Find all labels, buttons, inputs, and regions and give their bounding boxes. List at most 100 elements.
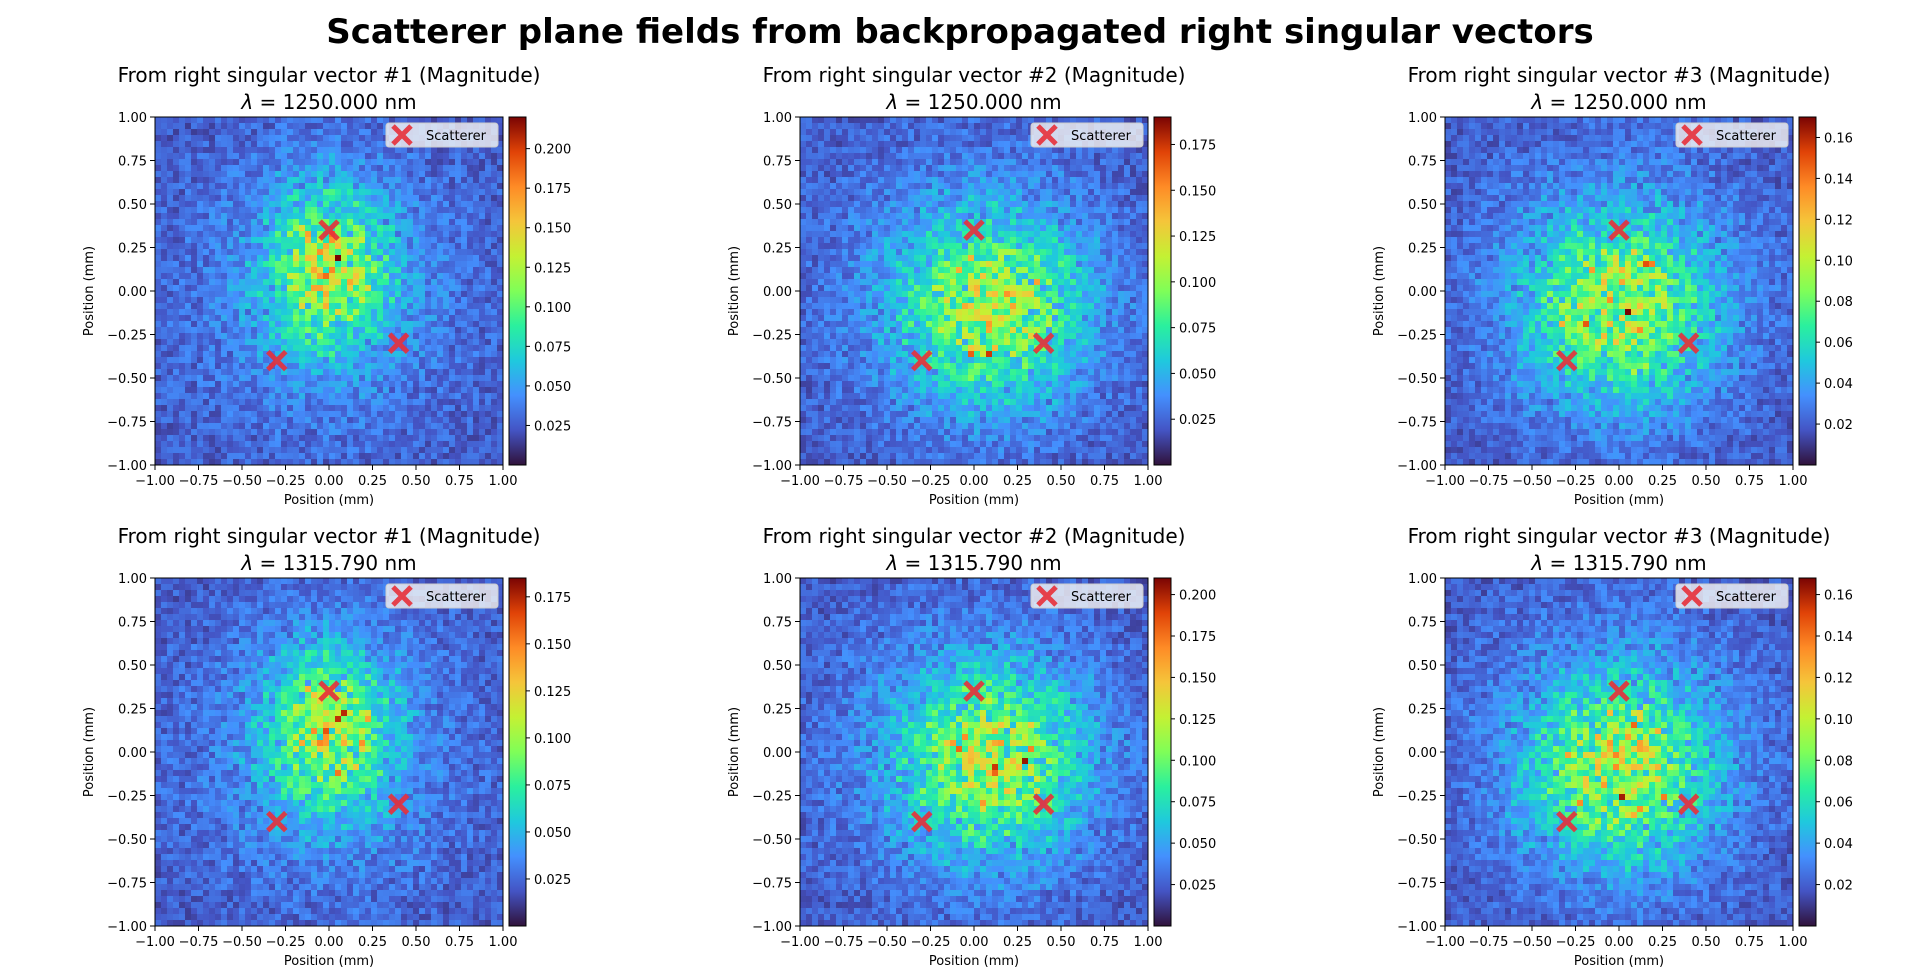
scatterer-marker-3 — [1677, 332, 1700, 354]
x-tick-label: 0.00 — [960, 474, 989, 489]
subplot-4: From right singular vector #1 (Magnitude… — [82, 524, 571, 969]
x-tick-label: 0.25 — [1648, 935, 1677, 950]
subplot-subtitle: λ = 1315.790 nm — [1530, 551, 1706, 575]
y-tick-label: 1.00 — [763, 572, 792, 587]
x-tick-label: 1.00 — [1779, 935, 1808, 950]
x-tick-label: 0.25 — [1003, 935, 1032, 950]
colorbar-tick-label: 0.16 — [1824, 131, 1853, 146]
scatterer-marker-2 — [1556, 349, 1578, 372]
colorbar-tick-label: 0.100 — [1179, 754, 1216, 769]
colorbar-tick-label: 0.06 — [1824, 336, 1853, 351]
x-tick-label: 0.00 — [315, 935, 344, 950]
lambda-symbol: λ — [885, 90, 898, 114]
x-tick-label: 1.00 — [489, 474, 518, 489]
colorbar-tick-label: 0.025 — [1179, 413, 1216, 428]
x-tick-label: −0.25 — [1556, 935, 1596, 950]
lambda-symbol: λ — [1530, 90, 1543, 114]
lambda-symbol: λ — [240, 551, 253, 575]
scatterer-marker-1 — [1608, 219, 1630, 241]
x-axis-label: Position (mm) — [1574, 954, 1664, 969]
subplot-6: From right singular vector #3 (Magnitude… — [1372, 524, 1853, 969]
colorbar-tick-label: 0.125 — [534, 685, 571, 700]
x-tick-label: 1.00 — [1779, 474, 1808, 489]
x-tick-label: 0.75 — [445, 474, 474, 489]
y-tick-label: 0.00 — [763, 285, 792, 300]
x-tick-label: 0.50 — [402, 474, 431, 489]
colorbar-tick-label: 0.150 — [1179, 671, 1216, 686]
colorbar-tick-label: 0.02 — [1824, 879, 1853, 894]
legend-label: Scatterer — [1071, 590, 1132, 605]
legend: Scatterer — [385, 122, 499, 148]
wavelength-value: = 1315.790 nm — [253, 551, 416, 575]
legend: Scatterer — [1675, 122, 1789, 148]
subplot-title: From right singular vector #2 (Magnitude… — [763, 63, 1186, 87]
scatterer-marker-1 — [318, 680, 340, 702]
scatterer-marker-1 — [963, 680, 985, 702]
scatterer-marker-2 — [911, 349, 933, 372]
x-tick-label: 1.00 — [1134, 474, 1163, 489]
colorbar-tick-label: 0.02 — [1824, 418, 1853, 433]
scatterer-marker-3 — [1032, 332, 1055, 354]
colorbar-tick-label: 0.16 — [1824, 589, 1853, 604]
colorbar-tick-label: 0.050 — [1179, 837, 1216, 852]
y-tick-label: 0.25 — [118, 703, 147, 718]
legend-label: Scatterer — [426, 129, 487, 144]
figure-title: Scatterer plane fields from backpropagat… — [0, 12, 1920, 52]
x-tick-label: 0.50 — [1692, 935, 1721, 950]
lambda-symbol: λ — [885, 551, 898, 575]
x-tick-label: 1.00 — [489, 935, 518, 950]
x-tick-label: 0.25 — [1003, 474, 1032, 489]
lambda-symbol: λ — [1530, 551, 1543, 575]
x-tick-label: 1.00 — [1134, 935, 1163, 950]
y-tick-label: 0.75 — [763, 155, 792, 170]
x-tick-label: 0.75 — [1090, 935, 1119, 950]
scatterer-marker-1 — [1608, 680, 1630, 702]
heatmap-cells — [155, 117, 504, 466]
y-tick-label: −0.75 — [107, 877, 147, 892]
heatmap-cells — [800, 117, 1149, 466]
colorbar-tick-label: 0.150 — [534, 222, 571, 237]
legend-marker — [1036, 124, 1058, 146]
colorbar-tick-label: 0.075 — [534, 340, 571, 355]
legend: Scatterer — [1675, 583, 1789, 609]
y-tick-label: 1.00 — [118, 111, 147, 126]
wavelength-value: = 1315.790 nm — [1543, 551, 1706, 575]
y-tick-label: −1.00 — [107, 920, 147, 935]
y-tick-label: 1.00 — [1408, 572, 1437, 587]
y-axis-label: Position (mm) — [727, 707, 742, 797]
y-tick-label: 0.50 — [118, 659, 147, 674]
legend-marker — [1681, 124, 1703, 146]
colorbar-tick-label: 0.075 — [1179, 322, 1216, 337]
heatmap-cells — [800, 578, 1149, 927]
colorbar-tick-label: 0.150 — [534, 638, 571, 653]
legend-label: Scatterer — [1071, 129, 1132, 144]
colorbar — [508, 577, 527, 927]
x-tick-label: 0.25 — [358, 935, 387, 950]
colorbar-tick-label: 0.175 — [1179, 630, 1216, 645]
x-tick-label: 0.75 — [1090, 474, 1119, 489]
x-tick-label: −0.50 — [222, 935, 262, 950]
y-axis-label: Position (mm) — [82, 707, 97, 797]
x-tick-label: −0.75 — [179, 474, 219, 489]
x-tick-label: −0.50 — [867, 935, 907, 950]
x-tick-label: −1.00 — [780, 935, 820, 950]
colorbar-tick-label: 0.14 — [1824, 172, 1853, 187]
legend: Scatterer — [385, 583, 499, 609]
colorbar-tick-label: 0.100 — [534, 301, 571, 316]
y-tick-label: 0.00 — [118, 746, 147, 761]
colorbar-tick-label: 0.075 — [1179, 796, 1216, 811]
y-tick-label: −0.25 — [1397, 329, 1437, 344]
colorbar-tick-label: 0.12 — [1824, 671, 1853, 686]
x-tick-label: −0.75 — [1469, 935, 1509, 950]
legend-label: Scatterer — [426, 590, 487, 605]
subplot-subtitle: λ = 1315.790 nm — [885, 551, 1061, 575]
colorbar-tick-label: 0.125 — [1179, 713, 1216, 728]
colorbar — [1798, 116, 1817, 466]
x-tick-label: −0.25 — [1556, 474, 1596, 489]
x-tick-label: −0.25 — [266, 935, 306, 950]
x-tick-label: 0.00 — [1605, 474, 1634, 489]
y-tick-label: 0.25 — [763, 242, 792, 257]
y-tick-label: −0.75 — [752, 416, 792, 431]
colorbar-tick-label: 0.200 — [1179, 589, 1216, 604]
